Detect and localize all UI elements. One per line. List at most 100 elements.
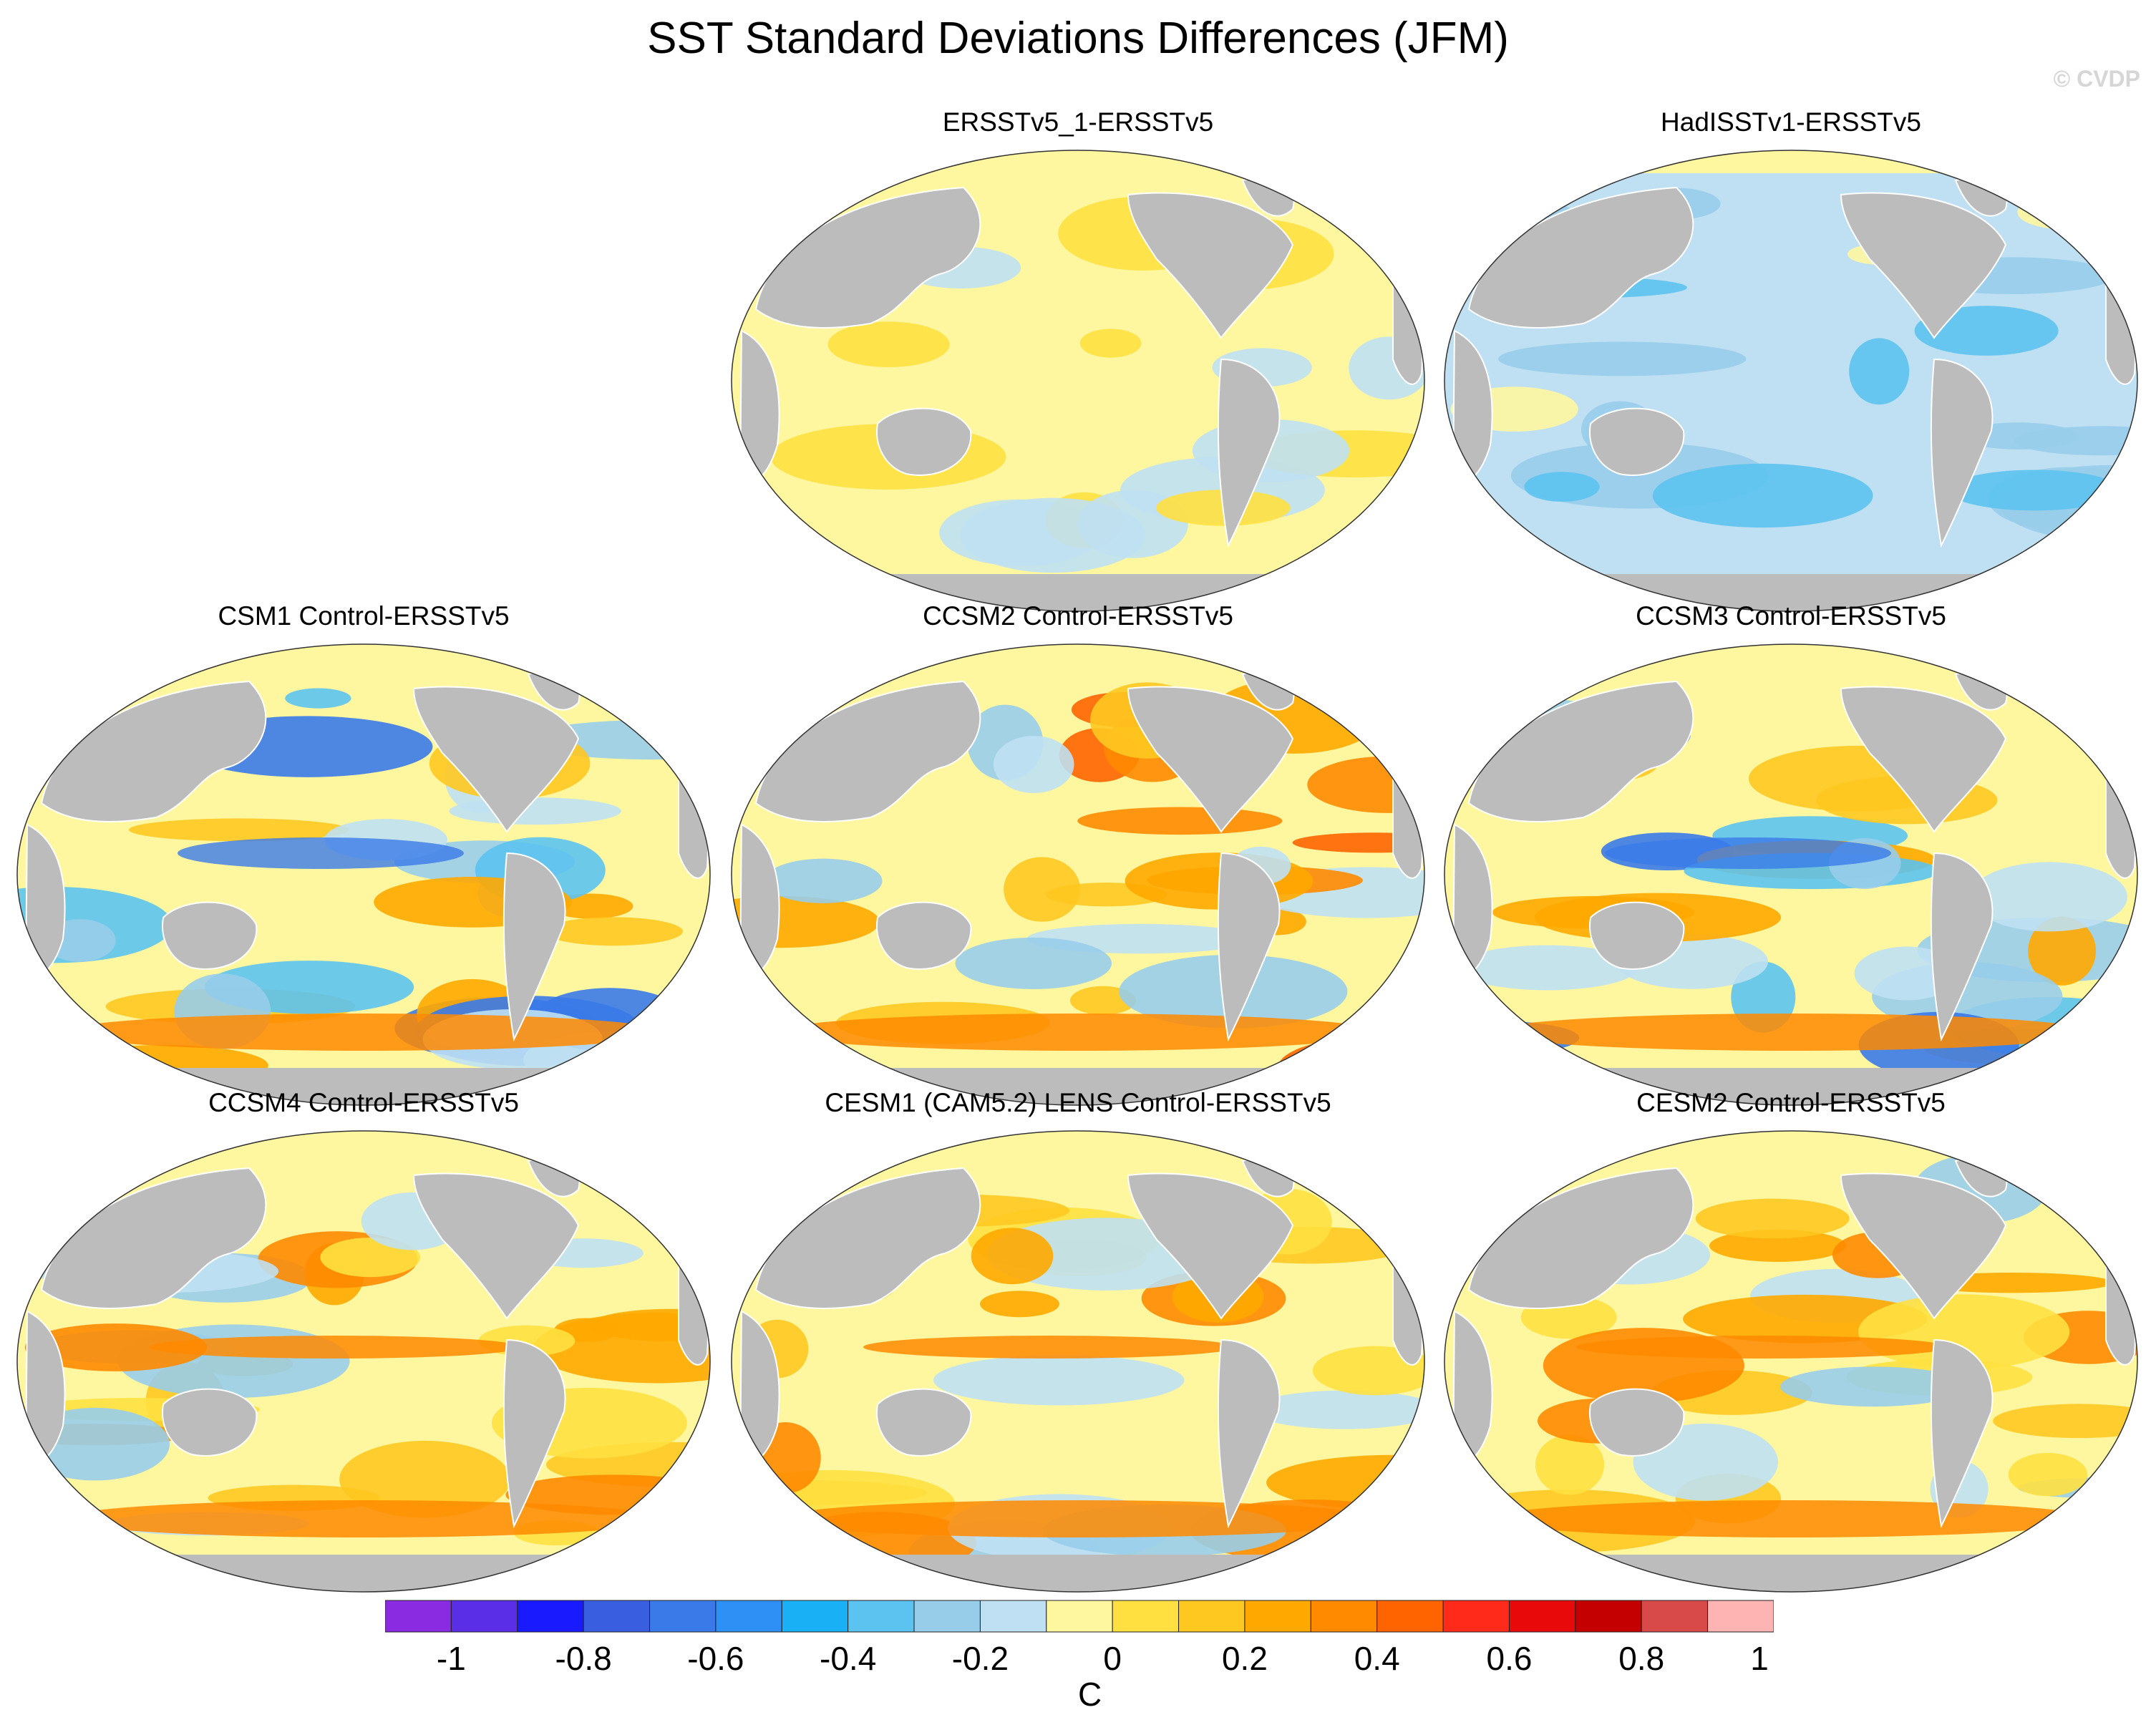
colorbar-swatch [1376,1600,1444,1633]
sst-anomaly-region [764,858,883,903]
land-mass [2105,759,2136,879]
land-mass [1467,1167,1694,1309]
map-panel: ERSSTv5_1-ERSSTv5 [727,107,1429,623]
sst-anomaly-region [129,818,349,842]
sst-anomaly-region [2008,1452,2088,1497]
colorbar-swatch [1112,1600,1180,1633]
sst-anomaly-region [1307,756,1424,813]
sst-anomaly-region [732,895,880,948]
land-mass [1589,407,1685,476]
sst-anomaly-region [1077,807,1283,835]
sst-anomaly-region [339,1440,511,1518]
land-mass [1589,1388,1685,1457]
sst-anomaly-region [1456,945,1638,991]
map-panel: CESM1 (CAM5.2) LENS Control-ERSSTv5 [727,1088,1429,1603]
land-mass [1217,852,1281,1042]
land-mass [1930,1338,1994,1529]
map-figure [1444,150,2138,612]
land-mass [40,680,267,822]
sst-anomaly-region [1251,1390,1424,1429]
sst-anomaly-region [1524,472,1600,502]
sst-anomaly-region [2019,555,2086,588]
sst-anomaly-region [980,1291,1059,1318]
colorbar-swatch [781,1600,849,1633]
panel-title: CCSM4 Control-ERSSTv5 [208,1088,519,1117]
colorbar-tick-label: 1 [1750,1640,1769,1677]
sst-anomaly-region [971,1228,1054,1285]
map-figure [731,1130,1425,1593]
colorbar-swatch [450,1600,518,1633]
sst-anomaly-region [544,917,684,946]
map-figure [731,150,1425,612]
sst-anomaly-region [1695,1198,1850,1239]
colorbar-tick-label: 0.8 [1618,1640,1665,1677]
land-mass [1930,358,1994,548]
sst-anomaly-region [1535,1434,1605,1495]
land-mass [2105,265,2136,385]
sst-anomaly-region [24,1323,208,1371]
colorbar-tick-label: 0.6 [1486,1640,1533,1677]
map-figure [16,643,711,1106]
sst-anomaly-region [1780,1366,1968,1407]
land-mass [1930,852,1994,1042]
colorbar-swatch [1508,1600,1576,1633]
colorbar-tick-label: -0.2 [951,1640,1009,1677]
sst-anomaly-region [1498,341,1747,376]
land-mass [754,1167,981,1309]
map-figure [731,643,1425,1106]
colorbar-tick-label: -0.4 [820,1640,877,1677]
land-mass [2105,1245,2136,1366]
sst-anomaly-region [2017,195,2111,230]
land-mass [876,407,972,476]
land-mass [876,901,972,970]
land-mass [1217,1338,1281,1529]
land-mass [754,186,981,329]
panel-title: ERSSTv5_1-ERSSTv5 [942,107,1214,137]
land-mass [1127,1172,1294,1320]
land-mass [1840,192,2007,339]
land-mass [162,1388,258,1457]
land-mass [1217,358,1281,548]
figure-title: SST Standard Deviations Differences (JFM… [647,14,1509,63]
sst-anomaly-region [1970,862,2128,932]
colorbar [385,1600,1774,1633]
colorbar-swatch [1178,1600,1245,1633]
colorbar-swatch [649,1600,717,1633]
land-mass [40,1167,267,1309]
colorbar-tick-label: 0.2 [1221,1640,1268,1677]
land-mass [1840,1172,2007,1320]
sst-anomaly-region [1004,857,1081,922]
sst-anomaly-region [1652,463,1873,528]
land-mass [412,686,580,833]
map-panel: CCSM4 Control-ERSSTv5 [13,1088,714,1603]
land-mass [502,1338,566,1529]
land-mass [754,680,981,822]
map-panel: CESM2 Control-ERSSTv5 [1440,1088,2142,1603]
land-mass [412,1172,580,1320]
watermark: © CVDP [2053,66,2140,92]
land-mass [678,1245,709,1366]
colorbar-swatch [1707,1600,1774,1633]
land-mass [1127,686,1294,833]
colorbar-swatch [517,1600,584,1633]
map-panel: CSM1 Control-ERSSTv5 [13,601,714,1117]
colorbar-swatch [583,1600,651,1633]
map-panel: HadISSTv1-ERSSTv5 [1440,107,2142,623]
land-mass [162,901,258,970]
sst-anomaly-region [2014,426,2137,456]
land-mass [1392,759,1423,879]
colorbar-swatch [848,1600,915,1633]
colorbar-tick-label: 0.4 [1354,1640,1400,1677]
colorbar-tick-label: -0.8 [555,1640,612,1677]
sst-anomaly-region [285,688,351,709]
sst-anomaly-region [955,937,1112,989]
land-mass [1392,265,1423,385]
colorbar-swatch [1442,1600,1510,1633]
sst-anomaly-region [827,321,950,368]
panel-title: CCSM2 Control-ERSSTv5 [923,601,1233,631]
colorbar-swatch [1046,1600,1113,1633]
colorbar-swatch [385,1600,452,1633]
colorbar-tick-label: -0.6 [687,1640,744,1677]
panel-title: CESM1 (CAM5.2) LENS Control-ERSSTv5 [825,1088,1331,1117]
land-mass [678,759,709,879]
